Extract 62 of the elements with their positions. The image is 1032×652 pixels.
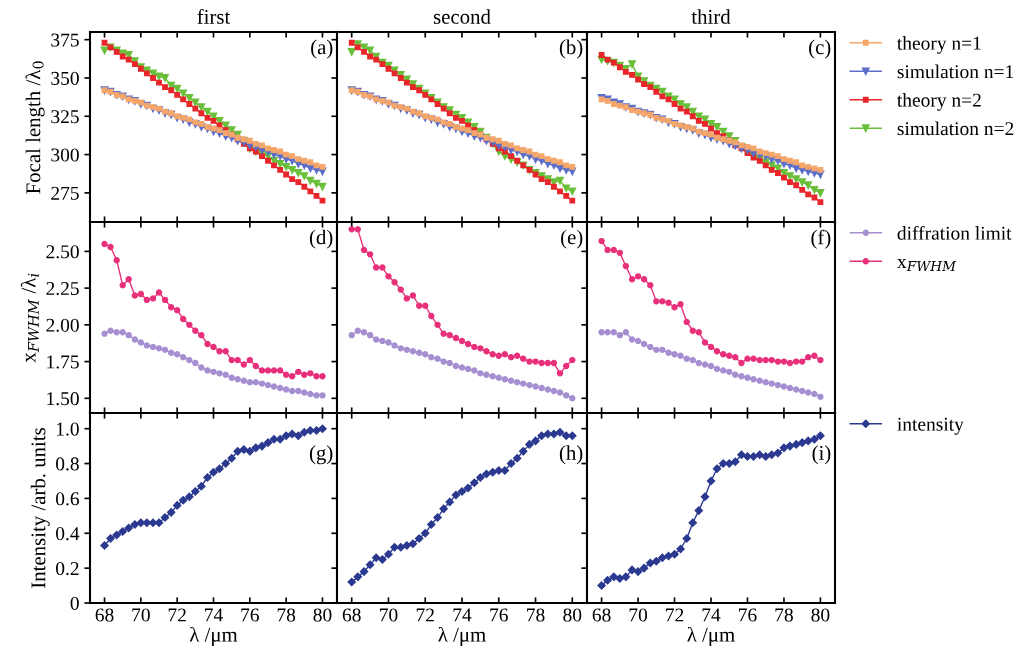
x-tick-label: 78	[775, 608, 793, 622]
legend-label: x$_{FWHM}$	[897, 259, 957, 272]
legend-label: intensity	[897, 417, 964, 435]
x-axis-title: λ /μm	[438, 626, 486, 647]
y-tick-label: 0.2	[56, 561, 79, 576]
y-tick-label: 0	[70, 596, 79, 610]
x-tick-label: 80	[811, 608, 830, 622]
chart-title: first	[197, 9, 231, 24]
y-tick-label: 0.6	[56, 492, 79, 506]
x-tick-label: 68	[592, 608, 611, 622]
y-tick-label: 375	[51, 33, 79, 47]
legend-label: simulation n=2	[897, 121, 1014, 136]
x-tick-label: 78	[277, 608, 296, 622]
x-tick-label: 76	[490, 608, 508, 622]
chart-title: second	[433, 9, 491, 24]
x-tick-label: 74	[702, 608, 721, 622]
y-tick-label: 325	[51, 110, 79, 124]
x-tick-label: 72	[416, 608, 434, 622]
x-tick-label: 80	[313, 608, 332, 622]
x-tick-label: 74	[205, 608, 223, 622]
x-tick-label: 68	[95, 608, 114, 622]
x-tick-label: 72	[168, 608, 186, 622]
y-tick-label: 350	[51, 71, 79, 85]
y-tick-label: 1.75	[47, 355, 79, 369]
annotation: (b)	[559, 39, 583, 59]
x-tick-label: 70	[132, 608, 150, 622]
annotation: (g)	[309, 445, 333, 465]
legend-label: diffration limit	[897, 225, 1012, 240]
y-tick-label: 2.50	[46, 245, 79, 259]
x-tick-label: 80	[563, 608, 582, 622]
x-axis-title: λ /μm	[189, 626, 238, 647]
annotation: (e)	[561, 229, 583, 249]
y-tick-label: 1.50	[47, 392, 79, 406]
x-tick-label: 76	[739, 608, 757, 622]
y-tick-label: 300	[51, 148, 79, 162]
y-tick-label: 2.25	[46, 281, 79, 296]
x-tick-label: 70	[629, 608, 648, 622]
legend-label: simulation n=1	[897, 64, 1014, 79]
y-tick-label: 2.00	[46, 318, 79, 332]
annotation: (i)	[812, 445, 831, 465]
y-tick-label: 0.4	[56, 527, 80, 541]
annotation: (h)	[559, 445, 583, 465]
annotation: (f)	[811, 229, 831, 249]
chart-title: third	[691, 9, 731, 24]
x-tick-label: 78	[527, 608, 545, 622]
annotation: (a)	[311, 39, 333, 59]
x-tick-label: 76	[241, 608, 259, 622]
x-tick-label: 72	[666, 608, 684, 622]
y-tick-label: 275	[51, 186, 79, 200]
y-axis-title: x$_{FWHM}$ /λ$_{i}$	[20, 273, 39, 363]
y-axis-title: Focal length /λ$_{0}$	[25, 61, 45, 194]
legend-label: theory n=1	[897, 36, 981, 54]
y-axis-title: Intensity /arb. units	[30, 428, 50, 588]
y-tick-label: 1.0	[56, 422, 79, 436]
annotation: (c)	[809, 39, 831, 59]
x-tick-label: 70	[380, 608, 398, 622]
annotation: (d)	[309, 229, 333, 249]
x-tick-label: 74	[453, 608, 472, 622]
x-axis-title: λ /μm	[687, 626, 735, 647]
y-tick-label: 0.8	[56, 457, 79, 471]
legend-label: theory n=2	[897, 93, 981, 111]
x-tick-label: 68	[342, 608, 361, 622]
